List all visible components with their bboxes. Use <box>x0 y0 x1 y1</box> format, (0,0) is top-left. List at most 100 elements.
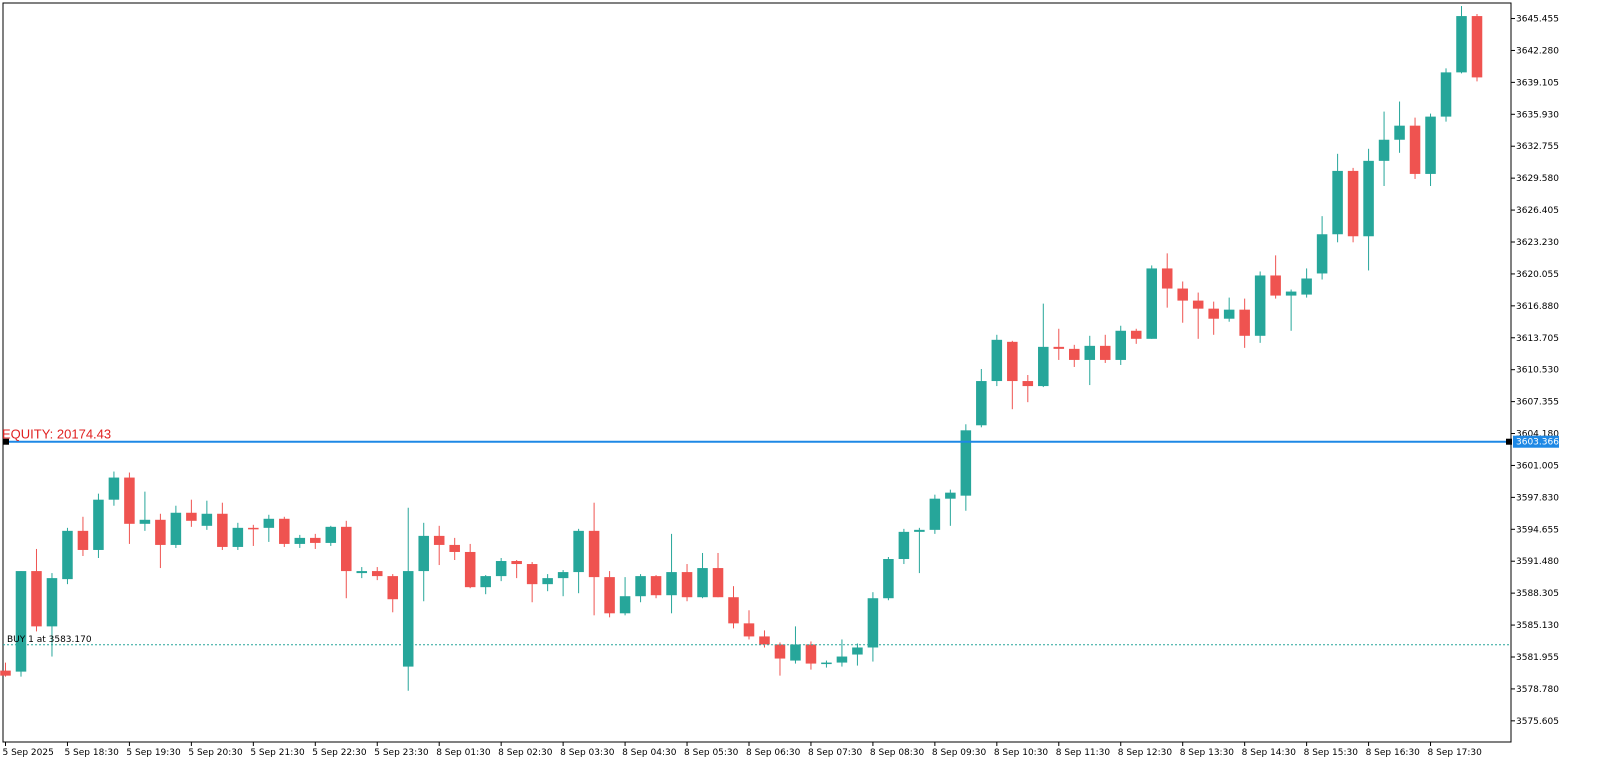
candle-body <box>1347 170 1359 237</box>
candle-body <box>681 572 693 598</box>
y-tick-label: 3642.280 <box>1516 46 1559 56</box>
candle-body <box>15 571 27 672</box>
candle-body <box>0 670 11 676</box>
candle-body <box>1084 345 1096 360</box>
candle-body <box>108 477 120 500</box>
time-axis[interactable]: 5 Sep 2025 5 Sep 18:30 5 Sep 19:30 5 Sep 20… <box>3 742 1483 758</box>
current-price-tag-bg <box>1513 435 1559 448</box>
x-tick-label: 5 Sep 21:30 <box>250 748 305 758</box>
candle-body <box>666 572 677 596</box>
candle-body <box>1192 300 1204 309</box>
x-tick-label: 5 Sep 20:30 <box>188 748 243 758</box>
x-tick-label: 8 Sep 03:30 <box>560 748 615 758</box>
current-price-tag-label: 3603.366 <box>1516 438 1559 448</box>
candle-body <box>511 561 522 565</box>
y-tick-label: 3597.830 <box>1516 493 1559 503</box>
candle-body <box>1146 268 1157 339</box>
y-tick-label: 3594.655 <box>1516 525 1559 535</box>
line-handle-left[interactable] <box>3 438 9 445</box>
candle-body <box>774 644 786 659</box>
candle-body <box>464 551 476 588</box>
candle-body <box>1440 72 1452 117</box>
candle-body <box>1394 125 1405 140</box>
x-tick-label: 8 Sep 12:30 <box>1118 748 1173 758</box>
y-tick-label: 3581.955 <box>1516 653 1559 663</box>
candle-body <box>976 381 987 426</box>
candle-body <box>310 537 321 543</box>
y-tick-label: 3607.355 <box>1516 398 1559 408</box>
y-tick-label: 3575.605 <box>1516 717 1559 727</box>
candle-body <box>263 518 275 528</box>
candle-body <box>557 572 569 579</box>
y-tick-label: 3613.705 <box>1516 334 1559 344</box>
candle-body <box>46 578 58 627</box>
candle-body <box>650 576 662 596</box>
x-tick-label: 8 Sep 16:30 <box>1366 748 1421 758</box>
x-tick-label: 8 Sep 08:30 <box>870 748 925 758</box>
y-tick-label: 3610.530 <box>1516 366 1559 376</box>
candle-body <box>836 656 848 663</box>
candle-body <box>542 578 553 585</box>
candle-body <box>1115 330 1127 360</box>
y-tick-label: 3578.780 <box>1516 685 1559 695</box>
candle-body <box>883 559 894 599</box>
y-tick-label: 3604.180 <box>1516 430 1559 440</box>
y-tick-label: 3620.055 <box>1516 270 1559 280</box>
candle-body <box>1239 309 1250 336</box>
line-handle-right[interactable] <box>1506 438 1512 445</box>
candle-body <box>480 576 491 588</box>
candle-body <box>232 527 244 547</box>
candle-body <box>1208 308 1219 319</box>
candle-body <box>217 513 228 547</box>
candle-body <box>1456 16 1467 73</box>
candle-body <box>1053 346 1065 349</box>
candle-body <box>526 564 538 585</box>
candle-body <box>1177 288 1188 301</box>
x-tick-label: 8 Sep 04:30 <box>622 748 677 758</box>
current-price-tag: 3603.366 <box>1513 435 1559 448</box>
y-tick-label: 3632.755 <box>1516 142 1559 152</box>
x-tick-label: 5 Sep 23:30 <box>374 748 429 758</box>
y-tick-label: 3645.455 <box>1516 15 1559 25</box>
candle-body <box>945 492 956 499</box>
candle-body <box>170 512 182 545</box>
candle-body <box>604 577 615 614</box>
candle-body <box>914 529 925 532</box>
y-tick-label: 3591.480 <box>1516 557 1559 567</box>
candle-body <box>294 537 306 544</box>
overlays-group: BUY 1 at 3583.170 EQUITY: 20174.43 <box>2 427 1512 646</box>
candle-body <box>743 623 755 637</box>
candle-body <box>402 571 414 667</box>
candle-body <box>1285 291 1297 296</box>
candle-body <box>759 636 770 645</box>
candle-body <box>1378 139 1390 161</box>
candle-body <box>821 662 832 665</box>
y-tick-label: 3623.230 <box>1516 238 1559 248</box>
candle-body <box>1099 345 1111 360</box>
candle-body <box>1363 160 1374 237</box>
equity-label: EQUITY: 20174.43 <box>2 427 111 442</box>
candle-body <box>387 576 399 600</box>
x-tick-label: 8 Sep 02:30 <box>498 748 553 758</box>
candle-body <box>728 597 739 624</box>
candle-body <box>929 498 941 530</box>
y-tick-label: 3635.930 <box>1516 110 1559 120</box>
candle-body <box>1038 346 1049 387</box>
candle-body <box>279 518 290 544</box>
chart-frame <box>2 2 1512 743</box>
y-tick-label: 3585.130 <box>1516 621 1559 631</box>
order-label: BUY 1 at 3583.170 <box>7 635 92 645</box>
candle-body <box>155 519 166 545</box>
x-tick-label: 8 Sep 06:30 <box>746 748 801 758</box>
candle-body <box>1007 341 1018 382</box>
candle-body <box>852 647 863 655</box>
candle-body <box>418 535 429 572</box>
price-axis[interactable]: 3575.605 3578.780 3581.955 3585.130 3588.305… <box>1511 15 1559 727</box>
x-tick-label: 5 Sep 2025 <box>3 748 54 758</box>
candle-body <box>1332 170 1343 235</box>
candle-body <box>991 339 1003 382</box>
candle-body <box>573 530 584 573</box>
candle-body <box>1471 16 1483 78</box>
candle-body <box>1130 330 1142 339</box>
